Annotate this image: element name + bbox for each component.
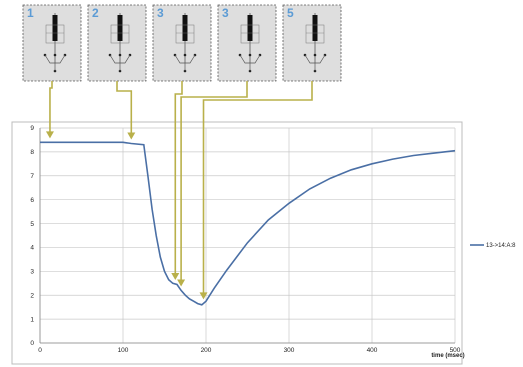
arrow-head-icon xyxy=(199,292,208,300)
arrow-line xyxy=(49,81,53,133)
y-tick-label: 4 xyxy=(30,245,34,252)
y-axis-ticks: 0 1 2 3 4 5 6 7 8 9 xyxy=(30,125,34,347)
x-tick-label: 100 xyxy=(118,347,129,354)
panel-label: 3 xyxy=(222,6,229,20)
node-icon xyxy=(118,53,122,57)
x-tick-label: 400 xyxy=(367,347,378,354)
component-icon xyxy=(110,24,130,44)
panel-label: 1 xyxy=(27,6,34,20)
x-tick-label: 0 xyxy=(38,347,42,354)
x-tick-label: 200 xyxy=(201,347,212,354)
y-tick-label: 0 xyxy=(30,340,34,347)
component-icon xyxy=(175,24,195,44)
arrow-head-icon xyxy=(177,279,186,287)
y-tick-label: 9 xyxy=(30,125,34,132)
electrode-icon xyxy=(247,15,253,41)
panel-arrows xyxy=(45,81,313,300)
component-icon xyxy=(45,24,65,44)
arrow-head-icon xyxy=(45,131,54,139)
node-icon xyxy=(183,53,187,57)
panel-label: 2 xyxy=(92,6,99,20)
arrow-line xyxy=(202,81,313,294)
electrode-icon xyxy=(117,15,123,41)
circuit-panel: 2 xyxy=(87,4,147,82)
y-tick-label: 1 xyxy=(30,316,34,323)
arrow-line xyxy=(174,81,183,274)
y-tick-label: 8 xyxy=(30,149,34,156)
x-tick-label: 500 xyxy=(450,347,461,354)
node-icon xyxy=(248,53,252,57)
x-axis-title: time (msec) xyxy=(431,353,464,359)
component-icon xyxy=(240,24,260,44)
legend: 13->14:A:8 xyxy=(470,243,516,249)
arrow-head-icon xyxy=(127,132,136,140)
circuit-panel: 1 xyxy=(22,4,82,82)
electrode-icon xyxy=(52,15,58,41)
x-axis-ticks: 0 100 200 300 400 500 xyxy=(38,347,461,354)
x-tick-label: 300 xyxy=(284,347,295,354)
node-icon xyxy=(53,53,57,57)
circuit-panel: 3 xyxy=(217,4,277,82)
chart-frame xyxy=(11,121,463,365)
y-tick-label: 3 xyxy=(30,269,34,276)
electrode-icon xyxy=(182,15,188,41)
y-tick-label: 7 xyxy=(30,173,34,180)
series-line xyxy=(40,141,456,306)
y-tick-label: 2 xyxy=(30,292,34,299)
circuit-panel: 5 xyxy=(282,4,342,82)
panel-label: 5 xyxy=(287,6,294,20)
component-icon xyxy=(305,24,325,44)
electrode-icon xyxy=(312,15,318,41)
y-tick-label: 6 xyxy=(30,197,34,204)
arrow-head-icon xyxy=(171,272,180,280)
circuit-panel: 3 xyxy=(152,4,212,82)
y-tick-label: 5 xyxy=(30,221,34,228)
circuit-panels: 1 2 3 3 5 xyxy=(22,4,342,82)
panel-label: 3 xyxy=(157,6,164,20)
node-icon xyxy=(313,53,317,57)
arrow-line xyxy=(116,81,133,134)
arrow-line xyxy=(180,81,248,281)
legend-label: 13->14:A:8 xyxy=(486,243,516,249)
